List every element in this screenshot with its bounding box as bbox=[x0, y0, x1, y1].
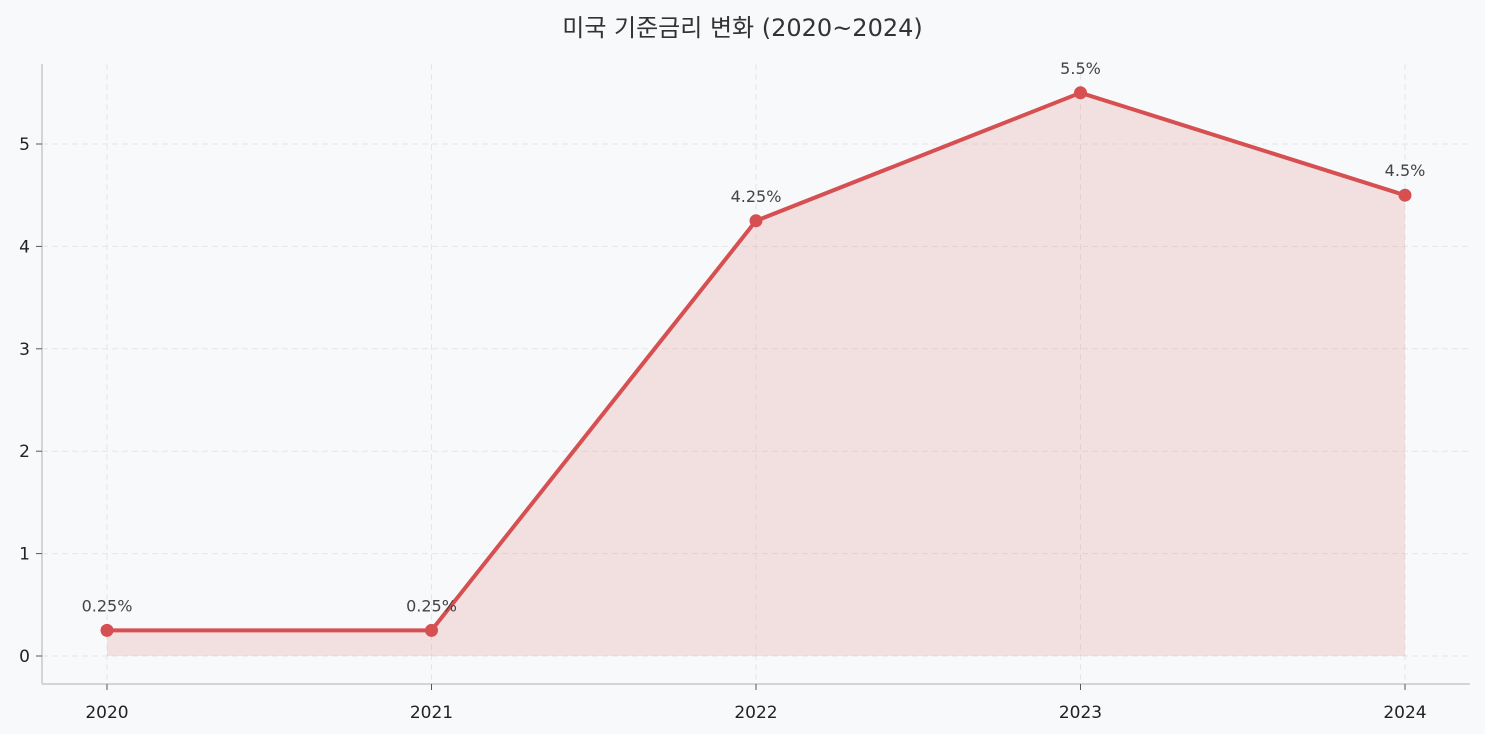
data-point bbox=[749, 214, 763, 228]
data-label: 4.25% bbox=[731, 187, 782, 206]
y-tick-label: 0 bbox=[19, 647, 30, 667]
data-label: 4.5% bbox=[1385, 161, 1426, 180]
chart-title: 미국 기준금리 변화 (2020~2024) bbox=[562, 14, 923, 42]
data-point bbox=[1398, 188, 1412, 202]
x-tick-label: 2022 bbox=[734, 703, 777, 723]
x-tick-label: 2023 bbox=[1059, 703, 1102, 723]
grid-layer bbox=[42, 64, 1470, 684]
data-label: 5.5% bbox=[1060, 59, 1101, 78]
data-point bbox=[425, 623, 438, 637]
point-layer bbox=[100, 86, 1412, 637]
area-layer bbox=[107, 92, 1405, 657]
y-tick-label: 5 bbox=[19, 135, 30, 155]
y-tick-label: 1 bbox=[19, 545, 30, 565]
y-tick-label: 4 bbox=[19, 237, 30, 257]
data-point bbox=[1074, 86, 1087, 100]
data-label: 0.25% bbox=[406, 596, 457, 615]
data-point bbox=[100, 623, 114, 637]
x-tick-label: 2020 bbox=[85, 703, 128, 723]
area-fill bbox=[107, 92, 1405, 657]
x-tick-label: 2024 bbox=[1383, 703, 1426, 723]
label-layer: 0.25% 0.25% 4.25% 5.5% 4.5% bbox=[82, 59, 1426, 616]
y-tick-label: 3 bbox=[19, 340, 30, 360]
y-tick-label: 2 bbox=[19, 442, 30, 462]
data-label: 0.25% bbox=[82, 596, 133, 615]
axis-layer: 0 1 2 3 4 5 2020 2021 2022 2023 2024 bbox=[19, 64, 1470, 723]
x-tick-label: 2021 bbox=[410, 703, 453, 723]
